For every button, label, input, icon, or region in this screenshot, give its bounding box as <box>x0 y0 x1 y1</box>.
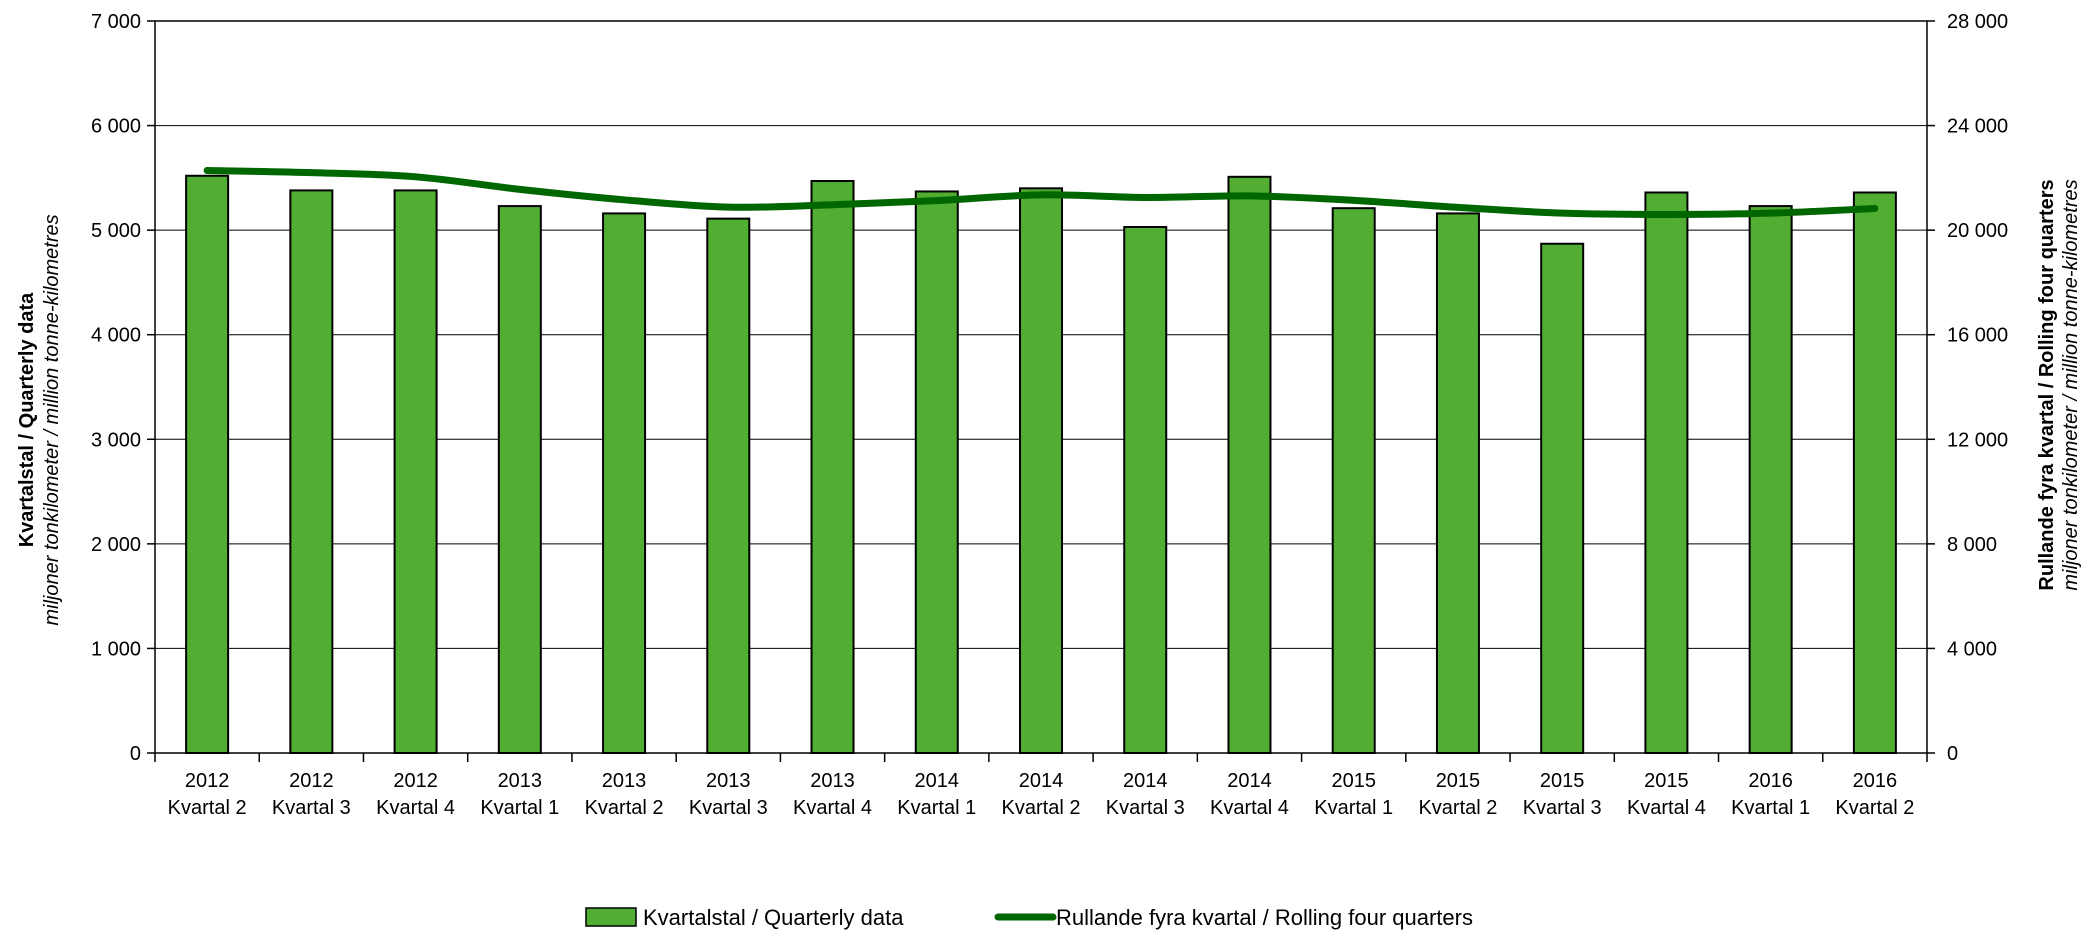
left-axis-subtitle: miljoner tonkilometer / million tonne-ki… <box>41 214 63 625</box>
bar-quarterly <box>1852 191 1897 755</box>
bar-quarterly <box>1540 242 1585 754</box>
rolling-point <box>1248 195 1250 197</box>
rolling-point <box>1040 194 1042 196</box>
rolling-point <box>936 200 938 202</box>
bar-quarterly <box>393 189 438 755</box>
x-tick-label-quarter: Kvartal 4 <box>376 797 455 819</box>
legend-swatch-quarterly <box>585 907 637 927</box>
right-tick-label: 12 000 <box>1947 429 2008 451</box>
x-tick-label-quarter: Kvartal 3 <box>1523 797 1602 819</box>
bar-quarterly <box>1123 226 1168 754</box>
right-tick-label: 0 <box>1947 743 1958 765</box>
x-tick-label-year: 2012 <box>393 770 438 792</box>
x-tick-label-year: 2015 <box>1540 770 1585 792</box>
left-axis-ticks: 0 1 000 2 000 3 000 4 000 5 000 6 000 7 000 <box>91 11 155 765</box>
rolling-point <box>832 204 834 206</box>
x-tick-label-year: 2013 <box>706 770 751 792</box>
x-tick-label-year: 2016 <box>1853 770 1898 792</box>
x-tick-label-year: 2013 <box>602 770 647 792</box>
legend-label-rolling: Rullande fyra kvartal / Rolling four qua… <box>1056 905 1473 930</box>
x-tick-label-year: 2015 <box>1331 770 1376 792</box>
x-tick-label-year: 2013 <box>498 770 543 792</box>
x-tick-label-year: 2015 <box>1644 770 1689 792</box>
rolling-point <box>1770 212 1772 214</box>
rolling-point <box>623 199 625 201</box>
x-tick-label-quarter: Kvartal 2 <box>585 797 664 819</box>
x-tick-label-year: 2012 <box>185 770 230 792</box>
left-tick-label: 4 000 <box>91 325 141 347</box>
x-tick-label-quarter: Kvartal 1 <box>1314 797 1393 819</box>
rolling-point <box>1144 196 1146 198</box>
rolling-line-group <box>203 167 1879 218</box>
rolling-point <box>1874 207 1876 209</box>
bar-quarterly <box>497 205 542 754</box>
x-tick-label-quarter: Kvartal 2 <box>1418 797 1497 819</box>
rolling-point <box>1353 199 1355 201</box>
x-tick-label-quarter: Kvartal 2 <box>168 797 247 819</box>
right-tick-label: 4 000 <box>1947 638 1997 660</box>
bar-quarterly <box>1435 212 1480 754</box>
x-tick-label-year: 2012 <box>289 770 334 792</box>
right-axis-ticks: 0 4 000 8 000 12 000 16 000 20 000 24 000 28 00… <box>1927 11 2008 765</box>
x-tick-label-quarter: Kvartal 2 <box>1835 797 1914 819</box>
right-tick-label: 8 000 <box>1947 534 1997 556</box>
quarterly-bars <box>185 174 1897 755</box>
bar-quarterly <box>914 190 959 755</box>
x-tick-label-quarter: Kvartal 1 <box>1731 797 1810 819</box>
rolling-point <box>1561 212 1563 214</box>
x-tick-label-year: 2014 <box>1123 770 1168 792</box>
bar-quarterly <box>706 217 751 754</box>
rolling-point <box>310 172 312 174</box>
right-axis-subtitle: miljoner tonkilometer / million tonne-ki… <box>2060 179 2082 590</box>
right-tick-label: 16 000 <box>1947 325 2008 347</box>
x-tick-label-quarter: Kvartal 4 <box>1210 797 1289 819</box>
x-tick-label-quarter: Kvartal 4 <box>793 797 872 819</box>
bar-quarterly <box>1227 175 1272 755</box>
x-tick-label-quarter: Kvartal 4 <box>1627 797 1706 819</box>
rolling-point <box>415 176 417 178</box>
bar-quarterly <box>185 174 230 755</box>
left-tick-label: 6 000 <box>91 116 141 138</box>
left-tick-label: 3 000 <box>91 429 141 451</box>
x-axis-ticks: 2012 Kvartal 2 2012 Kvartal 3 2012 Kvartal 4 2… <box>154 753 1928 819</box>
left-tick-label: 2 000 <box>91 534 141 556</box>
rolling-point <box>206 170 208 172</box>
bar-quarterly <box>810 179 855 755</box>
bar-quarterly <box>1644 191 1689 755</box>
right-axis-title: Rullande fyra kvartal / Rolling four qua… <box>2036 179 2058 590</box>
x-tick-label-year: 2014 <box>1227 770 1272 792</box>
x-tick-label-year: 2014 <box>1019 770 1064 792</box>
bar-quarterly <box>1748 205 1793 754</box>
left-tick-label: 7 000 <box>91 11 141 33</box>
left-axis-title: Kvartalstal / Quarterly data <box>16 292 38 547</box>
left-tick-label: 1 000 <box>91 638 141 660</box>
left-tick-label: 0 <box>130 743 141 765</box>
right-tick-label: 24 000 <box>1947 116 2008 138</box>
x-tick-label-quarter: Kvartal 1 <box>897 797 976 819</box>
x-tick-label-quarter: Kvartal 3 <box>272 797 351 819</box>
x-tick-label-quarter: Kvartal 2 <box>1002 797 1081 819</box>
x-tick-label-year: 2013 <box>810 770 855 792</box>
x-tick-label-year: 2016 <box>1748 770 1793 792</box>
plot-area-frame <box>154 20 1928 754</box>
bar-quarterly <box>602 212 647 754</box>
rolling-point <box>1457 206 1459 208</box>
bar-quarterly <box>1019 187 1063 755</box>
x-tick-label-quarter: Kvartal 3 <box>689 797 768 819</box>
x-tick-label-quarter: Kvartal 3 <box>1106 797 1185 819</box>
bar-quarterly <box>1331 207 1376 754</box>
left-tick-label: 5 000 <box>91 220 141 242</box>
rolling-point <box>1665 213 1667 215</box>
bar-quarterly <box>289 189 334 755</box>
legend-label-quarterly: Kvartalstal / Quarterly data <box>643 905 904 930</box>
x-tick-label-year: 2015 <box>1436 770 1481 792</box>
x-tick-label-quarter: Kvartal 1 <box>480 797 559 819</box>
rolling-point <box>727 206 729 208</box>
legend: Kvartalstal / Quarterly data Rullande fy… <box>585 905 1473 930</box>
rolling-point <box>519 188 521 190</box>
right-tick-label: 20 000 <box>1947 220 2008 242</box>
x-tick-label-year: 2014 <box>915 770 960 792</box>
right-tick-label: 28 000 <box>1947 11 2008 33</box>
